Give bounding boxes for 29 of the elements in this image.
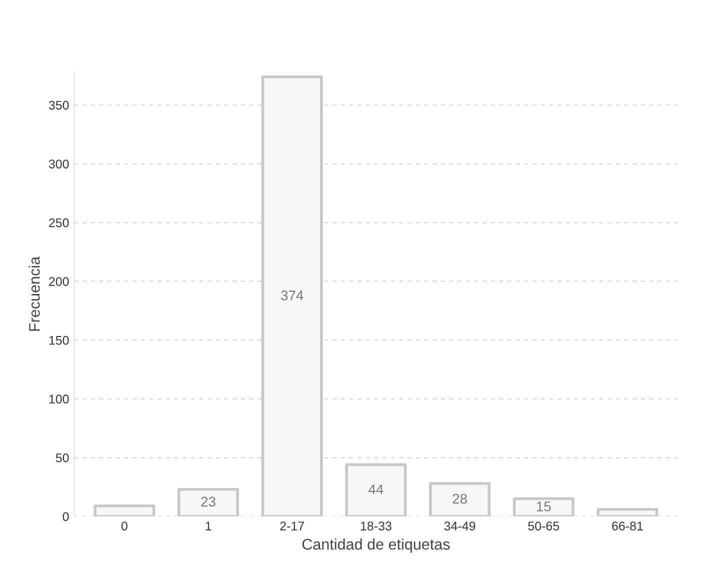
bar xyxy=(178,488,240,516)
data-label: 23 xyxy=(201,496,216,507)
y-tick-label: 350 xyxy=(48,100,69,110)
data-label: 374 xyxy=(281,290,304,300)
x-axis-title: Cantidad de etiquetas xyxy=(302,538,450,553)
x-tick-label: 66-81 xyxy=(612,522,643,530)
y-tick-label: 50 xyxy=(56,453,69,462)
data-label: 15 xyxy=(536,502,551,512)
x-tick-label: 1 xyxy=(206,522,212,530)
bar xyxy=(94,504,156,516)
x-tick-label: 50-65 xyxy=(528,522,560,530)
x-tick-label: 34-49 xyxy=(444,522,476,530)
x-tick-label: 2-17 xyxy=(280,522,304,530)
data-label: 44 xyxy=(368,484,384,494)
x-tick-label: 0 xyxy=(121,522,128,530)
y-tick-label: 300 xyxy=(48,160,69,168)
data-label: 28 xyxy=(452,494,467,504)
bar xyxy=(512,497,574,516)
y-tick-label: 200 xyxy=(49,277,69,286)
bar xyxy=(345,463,407,516)
y-tick-label: 250 xyxy=(49,218,69,228)
y-tick-label: 0 xyxy=(62,512,69,522)
y-tick-label: 150 xyxy=(49,336,69,345)
x-tick-label: 18-33 xyxy=(360,522,392,530)
bar xyxy=(261,75,323,516)
y-axis-title: Frecuencia xyxy=(28,256,40,331)
bar xyxy=(596,508,658,516)
y-tick-label: 100 xyxy=(49,394,69,404)
bar xyxy=(429,482,491,516)
